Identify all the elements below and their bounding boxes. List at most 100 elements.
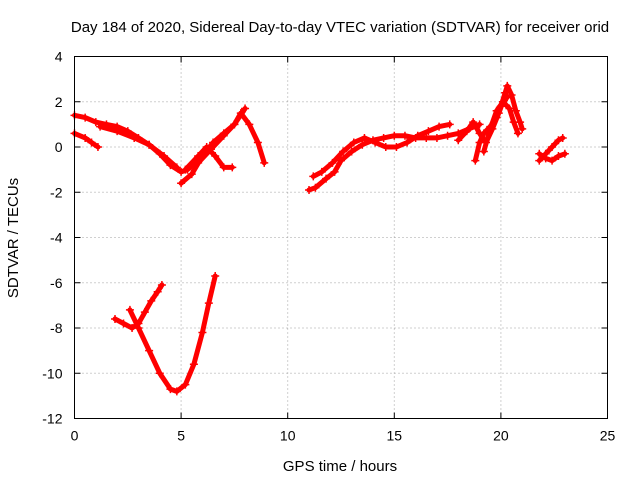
data-point (330, 167, 339, 176)
data-point (172, 163, 181, 172)
data-point (554, 152, 563, 161)
data-point (435, 122, 444, 131)
chart-title: Day 184 of 2020, Sidereal Day-to-day VTE… (71, 19, 609, 36)
data-point (400, 131, 409, 140)
data-point (499, 97, 508, 106)
series-track-3 (96, 122, 181, 172)
data-point (475, 129, 484, 138)
data-point (96, 122, 105, 131)
data-point (206, 145, 215, 154)
data-point (424, 127, 433, 136)
data-point (187, 170, 196, 179)
data-point (560, 149, 569, 158)
data-point (347, 147, 356, 156)
data-point (381, 143, 390, 151)
data-point (145, 346, 154, 355)
data-point (311, 183, 320, 192)
data-point (317, 167, 326, 176)
data-point (492, 106, 501, 115)
data-point (140, 308, 149, 317)
data-point (541, 149, 550, 158)
data-point (501, 88, 510, 97)
data-point (360, 133, 369, 142)
data-point (454, 136, 463, 145)
y-tick-label: -10 (42, 365, 62, 381)
y-tick-label: -8 (50, 320, 63, 336)
data-point (177, 179, 186, 188)
data-point (177, 167, 186, 176)
data-point (211, 271, 220, 280)
data-point (134, 324, 143, 332)
data-point (558, 133, 567, 142)
x-tick-label: 5 (177, 428, 185, 444)
x-tick-label: 0 (71, 428, 79, 444)
data-point (305, 185, 314, 194)
y-tick-label: -4 (50, 230, 63, 246)
data-point (87, 138, 96, 147)
series-track-10 (309, 120, 454, 181)
series-line (310, 121, 453, 179)
data-point (230, 120, 239, 129)
data-point (535, 156, 544, 165)
data-point (253, 138, 262, 147)
data-point (202, 143, 211, 151)
data-point (322, 174, 331, 183)
data-point (145, 140, 154, 149)
y-tick-label: 0 (55, 139, 63, 155)
data-point (241, 104, 250, 113)
data-point (479, 147, 488, 156)
data-point (548, 156, 557, 165)
data-point (172, 387, 181, 396)
x-tick-label: 15 (387, 428, 403, 444)
data-point (471, 156, 480, 165)
data-point (181, 380, 190, 389)
data-point (198, 328, 207, 337)
data-point (125, 305, 134, 314)
x-tick-label: 25 (600, 428, 616, 444)
x-axis-label: GPS time / hours (283, 458, 397, 475)
y-tick-label: -12 (42, 411, 62, 427)
data-point (505, 104, 514, 113)
data-point (155, 369, 164, 378)
data-point (204, 299, 213, 308)
series-track-7 (111, 281, 166, 332)
data-point (119, 319, 128, 328)
series-track-6 (194, 104, 250, 167)
data-point (111, 314, 120, 323)
grid (74, 56, 608, 419)
data-point (153, 287, 162, 296)
data-point (413, 131, 422, 140)
series-line (178, 110, 267, 186)
data-point (194, 158, 203, 167)
data-point (469, 118, 478, 127)
data-point (518, 124, 527, 133)
data-point (309, 172, 318, 181)
data-point (509, 118, 518, 127)
data-point (260, 158, 269, 167)
y-axis-label: SDTVAR / TECUs (5, 178, 22, 298)
data-point (194, 152, 203, 161)
series-track-8 (125, 271, 220, 396)
data-point (219, 131, 228, 140)
series-line (72, 130, 101, 150)
data-point (81, 113, 90, 122)
data-point (91, 118, 100, 127)
data-point (160, 152, 169, 161)
data-point (228, 163, 237, 172)
data-point (548, 143, 557, 151)
data-point (93, 143, 102, 151)
y-tick-label: 4 (55, 49, 63, 65)
data-point (511, 106, 520, 115)
data-point (181, 165, 190, 174)
data-point (390, 131, 399, 140)
data-point (554, 136, 563, 145)
data-point (339, 147, 348, 156)
series-track-9 (305, 120, 484, 194)
data-point (130, 133, 139, 142)
data-point (392, 143, 401, 151)
series-track-15 (535, 133, 567, 165)
x-tick-label: 20 (493, 428, 509, 444)
data-point (507, 90, 516, 99)
data-point (349, 138, 358, 147)
